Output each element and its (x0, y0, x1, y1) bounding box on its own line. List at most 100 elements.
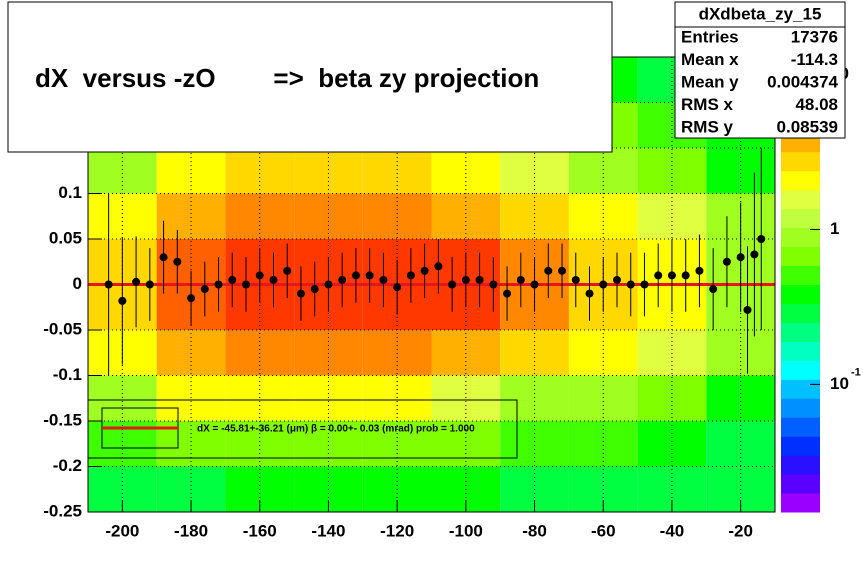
palette-cell (781, 493, 820, 513)
point (351, 271, 360, 280)
stats-label: RMS y (681, 117, 734, 136)
z-tick-label: 10 (830, 374, 849, 393)
palette-cell (781, 284, 820, 304)
heat-cell (225, 148, 295, 194)
point (585, 289, 594, 298)
x-tick-label: -200 (105, 521, 139, 540)
stats-label: Entries (681, 27, 739, 46)
palette-cell (781, 208, 820, 229)
point (324, 280, 333, 289)
point (310, 285, 319, 294)
point (599, 280, 608, 289)
x-tick-label: -60 (591, 521, 616, 540)
x-tick-label: -80 (522, 521, 547, 540)
heat-cell (568, 375, 638, 421)
chart-title: dX versus -zO => beta zy projection (35, 63, 539, 93)
palette-cell (781, 265, 820, 285)
point (722, 257, 731, 266)
stats-label: Mean x (681, 50, 739, 69)
title-box (7, 1, 613, 153)
heat-cell (362, 148, 432, 194)
x-tick-label: -140 (311, 521, 345, 540)
heat-cell (156, 193, 226, 239)
heat-cell (500, 193, 569, 239)
y-tick-label: 0 (73, 274, 82, 293)
heat-cell (431, 421, 501, 467)
y-tick-label: -0.25 (43, 501, 82, 520)
heat-cell (294, 330, 363, 376)
point (640, 280, 649, 289)
y-tick-label: 0.1 (58, 183, 82, 202)
point (283, 266, 292, 275)
point (132, 277, 141, 286)
heat-cell (500, 330, 569, 376)
heat-cell (637, 148, 707, 194)
heat-cell (637, 421, 707, 467)
palette-cell (781, 360, 820, 380)
point (757, 235, 766, 243)
palette-cell (781, 417, 820, 437)
point (750, 250, 759, 259)
palette-cell (781, 303, 820, 323)
point (379, 275, 388, 284)
point (420, 266, 429, 275)
point (709, 285, 718, 294)
heat-cell (568, 330, 638, 376)
heat-cell (500, 148, 569, 194)
point (214, 280, 223, 289)
point (544, 266, 553, 275)
heat-cell (88, 193, 157, 239)
point (434, 262, 443, 271)
point (200, 285, 209, 294)
point (406, 271, 415, 280)
palette-cell (781, 322, 820, 342)
point (365, 271, 374, 280)
palette-cell (781, 151, 820, 172)
palette-cell (781, 170, 820, 191)
heat-cell (431, 193, 501, 239)
heat-cell (637, 375, 707, 421)
point (681, 271, 690, 280)
point (461, 275, 470, 284)
z-tick-exponent: -1 (851, 366, 861, 378)
heat-cell (156, 148, 226, 194)
point (255, 271, 264, 280)
heat-cell (225, 193, 295, 239)
point (695, 266, 704, 275)
heat-cell (156, 330, 226, 376)
heat-cell (637, 193, 707, 239)
stats-label: Mean y (681, 72, 739, 91)
stats-label: RMS x (681, 95, 734, 114)
heat-cell (294, 193, 363, 239)
point (448, 280, 457, 289)
heat-cell (294, 375, 363, 421)
point (667, 271, 676, 280)
heat-cell (225, 375, 295, 421)
heat-cell (706, 148, 775, 194)
heat-cell (500, 375, 569, 421)
heat-cell (706, 421, 775, 467)
heat-cell (88, 375, 157, 421)
point (228, 275, 237, 284)
heat-cell (362, 375, 432, 421)
heat-cell (156, 375, 226, 421)
palette-cell (781, 379, 820, 399)
y-tick-label: -0.05 (43, 319, 82, 338)
point (242, 280, 251, 289)
x-tick-label: -40 (660, 521, 685, 540)
palette-cell (781, 341, 820, 361)
stats-value: 0.004374 (767, 72, 838, 91)
y-tick-label: -0.15 (43, 410, 82, 429)
stats-box (674, 1, 846, 139)
heat-cell (362, 193, 432, 239)
x-tick-label: -20 (728, 521, 753, 540)
heat-cell (294, 148, 363, 194)
stats-value: 17376 (791, 27, 838, 46)
point (571, 275, 580, 284)
heat-cell (637, 330, 707, 376)
stats-value: -114.3 (791, 50, 838, 69)
y-tick-label: -0.1 (53, 365, 82, 384)
point (516, 275, 525, 284)
point (475, 275, 484, 284)
